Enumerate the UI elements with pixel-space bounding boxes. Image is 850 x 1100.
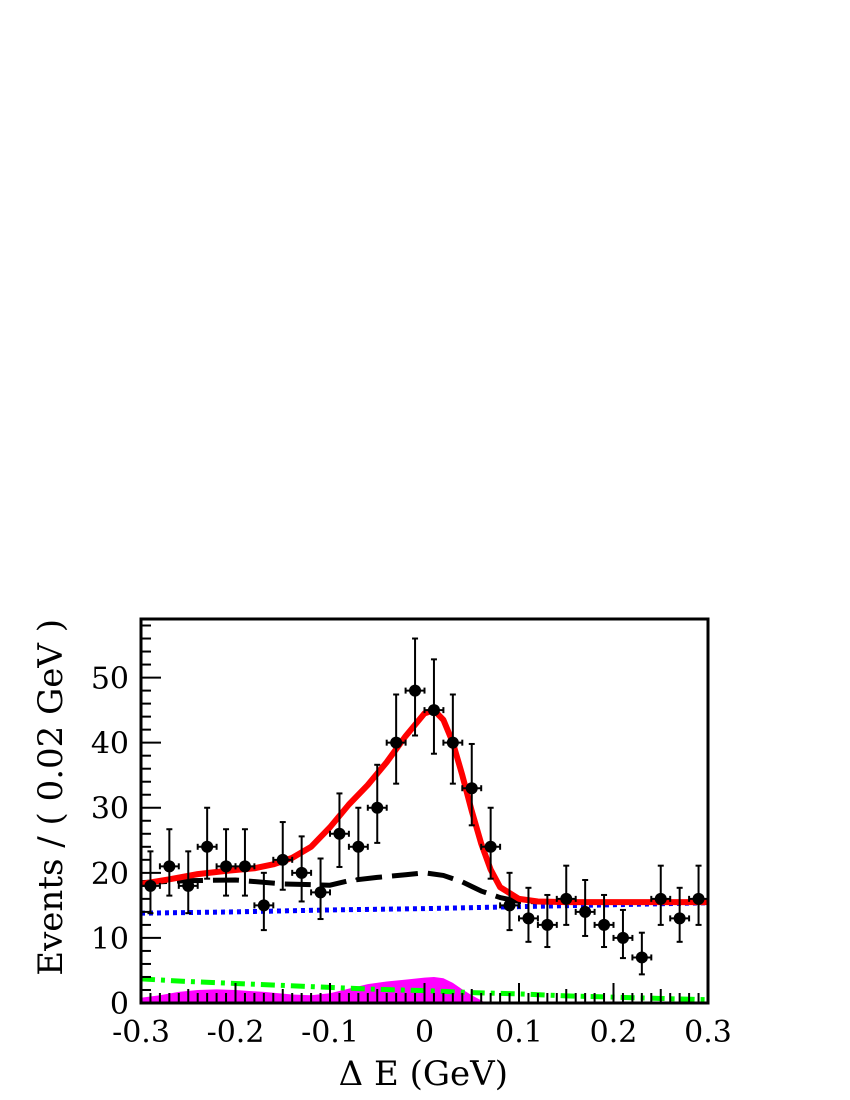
data-point — [310, 857, 331, 921]
data-point — [555, 864, 577, 926]
y-tick-label: 30 — [91, 792, 129, 827]
data-point — [347, 806, 369, 880]
data-point-marker — [314, 886, 327, 899]
data-point — [650, 864, 672, 926]
data-point-marker — [201, 840, 214, 853]
data-point — [442, 693, 464, 785]
y-tick-label: 50 — [91, 662, 129, 697]
data-points-layer — [140, 637, 709, 976]
data-point — [158, 828, 180, 897]
data-point-marker — [654, 892, 667, 905]
data-point — [499, 871, 520, 932]
data-point-marker — [163, 860, 176, 873]
x-tick-label: 0.1 — [495, 1015, 543, 1050]
data-point-marker — [295, 866, 308, 879]
data-point-marker — [522, 912, 535, 925]
y-axis-title: Events / ( 0.02 GeV ) — [31, 619, 71, 976]
data-point-marker — [390, 736, 403, 749]
data-point — [234, 828, 256, 897]
data-point — [272, 821, 294, 891]
data-point-marker — [182, 879, 195, 892]
data-point-marker — [409, 684, 422, 697]
data-point-marker — [257, 899, 270, 912]
x-tick-label: 0.3 — [684, 1015, 732, 1050]
data-point — [688, 864, 709, 926]
data-point-marker — [560, 892, 573, 905]
data-point — [385, 693, 407, 785]
data-point-marker — [220, 860, 233, 873]
y-tick-label: 40 — [91, 727, 129, 762]
plot-area: -0.3 -0.2 -0.1 0 0.1 0.2 0.3 0 10 20 30 40 50 — [91, 617, 732, 1050]
data-point-marker — [598, 918, 611, 931]
data-point — [480, 806, 502, 880]
y-tick-label: 20 — [91, 857, 129, 892]
data-point-marker — [692, 892, 705, 905]
data-point — [536, 893, 558, 949]
data-point — [669, 886, 691, 943]
data-point-marker — [276, 853, 289, 866]
x-tick-label: -0.3 — [112, 1015, 170, 1050]
data-point-marker — [352, 840, 365, 853]
x-tick-label: -0.1 — [301, 1015, 359, 1050]
data-point — [404, 637, 426, 737]
data-point — [612, 908, 634, 960]
data-point-marker — [673, 912, 686, 925]
data-point — [215, 828, 237, 897]
data-point — [291, 835, 313, 903]
data-point — [461, 742, 483, 827]
data-point-marker — [541, 918, 554, 931]
x-tick-label: 0.2 — [590, 1015, 638, 1050]
data-point-marker — [465, 782, 478, 795]
y-tick-label: 0 — [110, 987, 129, 1022]
data-point — [177, 850, 199, 915]
x-tick-label: -0.2 — [207, 1015, 265, 1050]
data-point — [631, 931, 653, 976]
x-tick-label: 0 — [415, 1015, 434, 1050]
data-point-marker — [333, 827, 346, 840]
y-tick-labels: 0 10 20 30 40 50 — [91, 662, 129, 1022]
data-point — [253, 871, 275, 932]
y-tick-label: 10 — [91, 922, 129, 957]
axis-ticks — [140, 624, 709, 1004]
data-point-marker — [579, 905, 592, 918]
data-point — [593, 893, 615, 949]
x-tick-labels: -0.3 -0.2 -0.1 0 0.1 0.2 0.3 — [112, 1015, 732, 1050]
data-point-marker — [238, 860, 251, 873]
data-point-marker — [503, 899, 516, 912]
data-point — [329, 792, 350, 868]
data-point-marker — [635, 951, 648, 964]
data-point — [423, 658, 445, 755]
data-point-marker — [484, 840, 497, 853]
data-point — [518, 886, 539, 943]
x-axis-title: Δ E (GeV) — [339, 1054, 508, 1094]
data-point-marker — [616, 931, 629, 944]
data-point-marker — [427, 704, 440, 717]
data-point — [366, 763, 388, 844]
data-point-marker — [446, 736, 459, 749]
data-point-marker — [371, 801, 384, 814]
data-point — [196, 806, 218, 880]
data-point — [574, 878, 596, 937]
